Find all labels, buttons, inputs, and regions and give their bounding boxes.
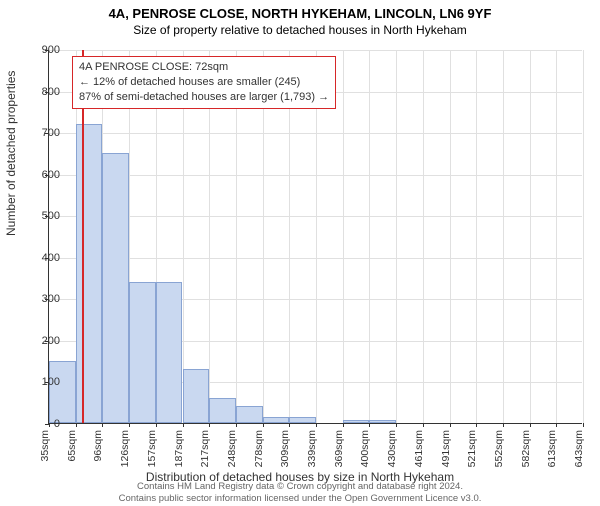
histogram-bar — [369, 420, 396, 423]
gridline-v — [556, 50, 557, 423]
gridline-v — [396, 50, 397, 423]
xtick-mark — [129, 423, 130, 427]
xtick-mark — [316, 423, 317, 427]
footer-line-2: Contains public sector information licen… — [0, 493, 600, 504]
xtick-mark — [236, 423, 237, 427]
page-title: 4A, PENROSE CLOSE, NORTH HYKEHAM, LINCOL… — [0, 6, 600, 21]
xtick-mark — [183, 423, 184, 427]
ytick-label: 500 — [20, 210, 60, 222]
ytick-label: 800 — [20, 86, 60, 98]
annotation-line: 87% of semi-detached houses are larger (… — [79, 90, 329, 105]
ytick-label: 300 — [20, 293, 60, 305]
histogram-bar — [102, 153, 129, 423]
gridline-v — [530, 50, 531, 423]
gridline-v — [450, 50, 451, 423]
xtick-mark — [76, 423, 77, 427]
xtick-mark — [156, 423, 157, 427]
histogram-bar — [236, 406, 263, 423]
xtick-mark — [556, 423, 557, 427]
gridline-v — [476, 50, 477, 423]
histogram-bar — [209, 398, 236, 423]
xtick-mark — [289, 423, 290, 427]
histogram-bar — [156, 282, 183, 423]
histogram-bar — [343, 420, 370, 423]
xtick-mark — [423, 423, 424, 427]
ytick-label: 200 — [20, 335, 60, 347]
histogram-bar — [183, 369, 210, 423]
xtick-mark — [530, 423, 531, 427]
histogram-bar — [49, 361, 76, 423]
xtick-mark — [450, 423, 451, 427]
gridline-v — [583, 50, 584, 423]
annotation-line: ← 12% of detached houses are smaller (24… — [79, 75, 329, 90]
xtick-mark — [369, 423, 370, 427]
ytick-label: 0 — [20, 418, 60, 430]
annotation-box: 4A PENROSE CLOSE: 72sqm← 12% of detached… — [72, 56, 336, 109]
xtick-mark — [209, 423, 210, 427]
histogram-bar — [289, 417, 316, 423]
ytick-label: 600 — [20, 169, 60, 181]
footer-line-1: Contains HM Land Registry data © Crown c… — [0, 481, 600, 492]
ytick-label: 100 — [20, 376, 60, 388]
histogram-bar — [129, 282, 156, 423]
footer-attribution: Contains HM Land Registry data © Crown c… — [0, 481, 600, 504]
gridline-v — [369, 50, 370, 423]
gridline-v — [503, 50, 504, 423]
ytick-label: 700 — [20, 127, 60, 139]
histogram-bar — [263, 417, 290, 423]
ytick-label: 900 — [20, 44, 60, 56]
xtick-mark — [476, 423, 477, 427]
gridline-v — [343, 50, 344, 423]
xtick-mark — [583, 423, 584, 427]
xtick-mark — [102, 423, 103, 427]
y-axis-label: Number of detached properties — [4, 71, 18, 236]
xtick-mark — [396, 423, 397, 427]
page-subtitle: Size of property relative to detached ho… — [0, 23, 600, 37]
xtick-mark — [503, 423, 504, 427]
histogram-bar — [76, 124, 103, 423]
ytick-label: 400 — [20, 252, 60, 264]
xtick-mark — [343, 423, 344, 427]
xtick-mark — [263, 423, 264, 427]
gridline-v — [423, 50, 424, 423]
annotation-line: 4A PENROSE CLOSE: 72sqm — [79, 60, 329, 75]
